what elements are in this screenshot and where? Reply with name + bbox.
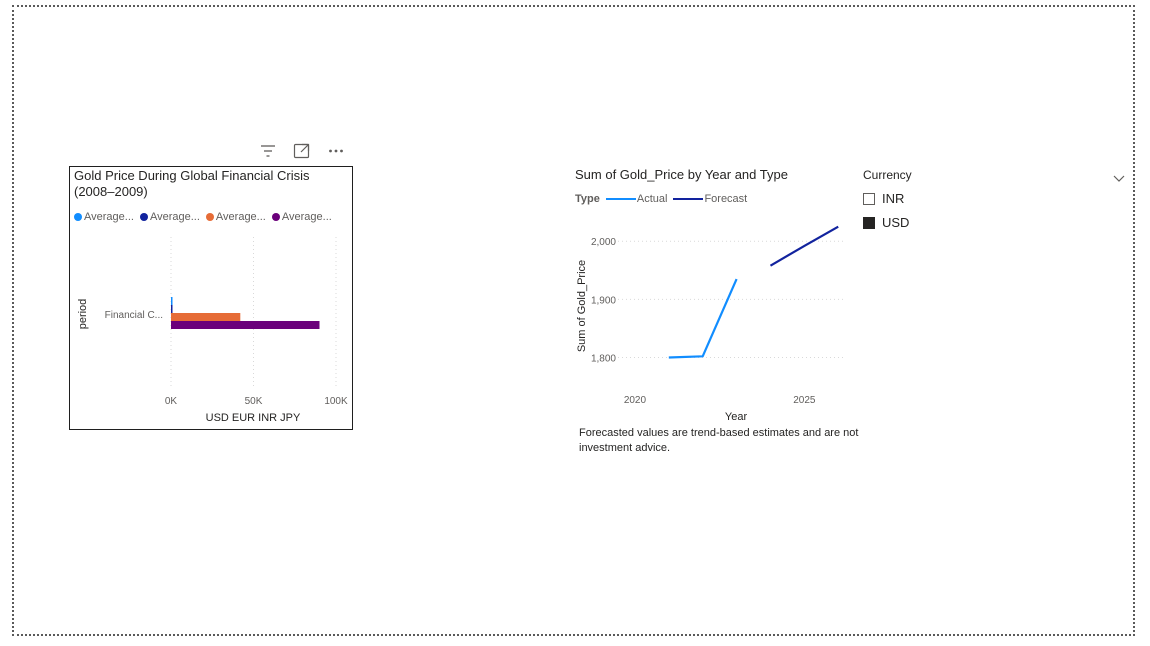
- line-plot-area: 1,800 1,900 2,000 2020 2025 Year Sum of Gold_P…: [576, 225, 845, 423]
- y-tick-label: 2,000: [591, 237, 616, 248]
- legend-label: Average...: [149, 211, 200, 223]
- visual-header: [258, 142, 348, 160]
- legend-item[interactable]: Average...: [271, 211, 332, 223]
- legend-item-forecast[interactable]: Forecast: [673, 193, 747, 205]
- x-tick-label: 2020: [624, 395, 647, 406]
- legend-label: Average...: [215, 211, 266, 223]
- bar-legend: Average... Average... Average... Average…: [74, 211, 352, 223]
- x-tick-label: 2025: [793, 395, 816, 406]
- x-axis-title: USD EUR INR JPY: [206, 412, 301, 424]
- crisis-bar-chart-card[interactable]: Gold Price During Global Financial Crisi…: [69, 166, 353, 430]
- y-tick-label: 1,900: [591, 295, 616, 306]
- legend-label: Average...: [281, 211, 332, 223]
- legend-line-marker: [605, 198, 636, 200]
- bar: [171, 321, 320, 329]
- x-tick-label: 0K: [165, 396, 178, 407]
- bar: [171, 305, 173, 313]
- x-tick-label: 50K: [245, 396, 263, 407]
- y-axis-title: period: [77, 299, 89, 330]
- slicer-title: Currency: [863, 168, 912, 182]
- series-line: [769, 225, 839, 267]
- bar: [171, 297, 173, 305]
- line-chart-title: Sum of Gold_Price by Year and Type: [575, 167, 788, 182]
- bar: [171, 313, 241, 321]
- filter-icon[interactable]: [258, 142, 278, 160]
- more-options-icon[interactable]: [326, 142, 346, 160]
- legend-label: Average...: [84, 211, 134, 223]
- checkbox-usd[interactable]: [863, 216, 875, 229]
- legend-item-actual[interactable]: Actual: [605, 193, 668, 205]
- y-tick-label: 1,800: [591, 353, 616, 364]
- chart-title: Gold Price During Global Financial Crisi…: [74, 168, 310, 199]
- chevron-down-icon[interactable]: [1113, 170, 1125, 182]
- legend-line-marker: [673, 198, 704, 200]
- currency-slicer: Currency INR USD: [863, 168, 1125, 230]
- disclaimer-text: Forecasted values are trend-based estima…: [579, 427, 859, 454]
- legend-item[interactable]: Average...: [139, 211, 200, 223]
- legend-item[interactable]: Average...: [74, 211, 134, 223]
- series-line: [668, 278, 738, 359]
- slicer-item-usd[interactable]: USD: [863, 215, 1125, 230]
- slicer-item-label: INR: [882, 191, 905, 206]
- slicer-item-inr[interactable]: INR: [863, 191, 1125, 206]
- slicer-item-label: USD: [882, 215, 910, 230]
- bar-plot-area: 0K 50K 100K Financial C... period USD EUR INR…: [77, 237, 348, 424]
- legend-marker: [74, 213, 82, 221]
- x-axis-title: Year: [725, 411, 748, 423]
- legend-marker: [271, 213, 280, 221]
- report-canvas: [12, 5, 1135, 636]
- x-tick-label: 100K: [324, 396, 348, 407]
- legend-item[interactable]: Average...: [205, 211, 266, 223]
- line-legend: Type Actual Forecast: [575, 193, 747, 205]
- y-tick-label: Financial C...: [105, 310, 163, 321]
- checkbox-inr[interactable]: [863, 192, 875, 205]
- legend-marker: [139, 213, 148, 221]
- legend-title: Type: [575, 193, 600, 205]
- legend-label: Actual: [636, 193, 668, 205]
- legend-marker: [205, 213, 214, 221]
- legend-label: Forecast: [704, 193, 748, 205]
- focus-mode-icon[interactable]: [292, 142, 312, 160]
- y-axis-title: Sum of Gold_Price: [576, 260, 588, 352]
